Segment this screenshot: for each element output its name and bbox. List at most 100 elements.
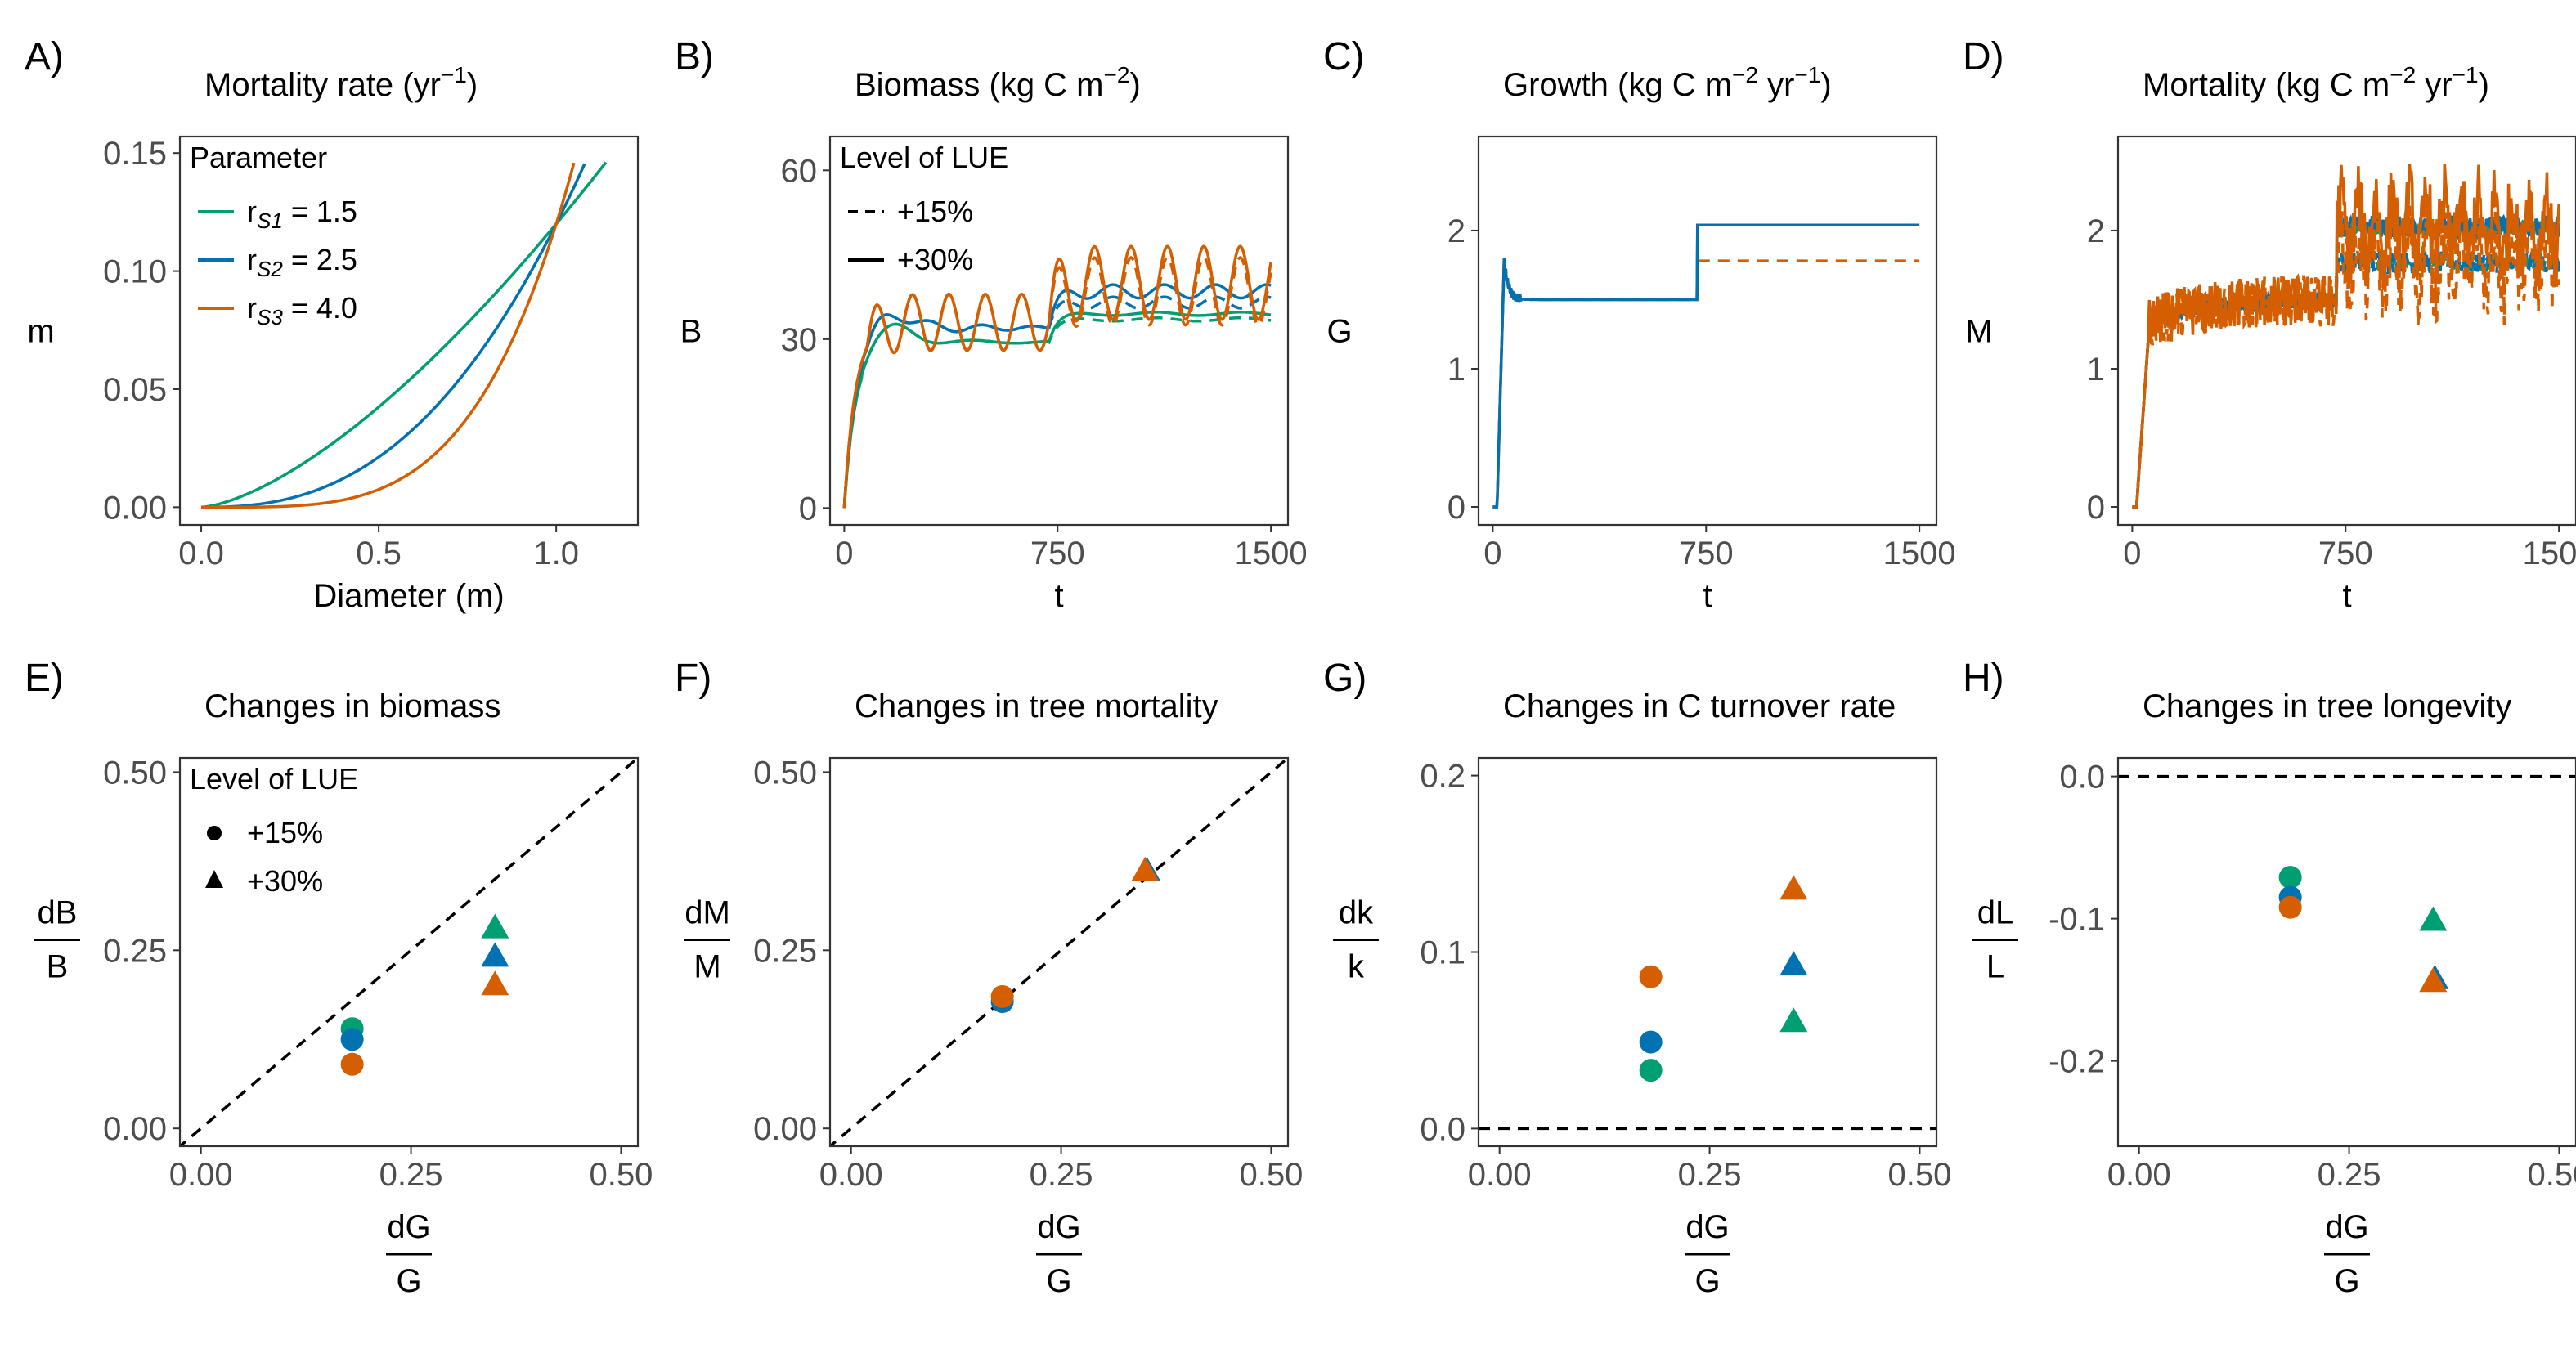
data-point-circle-0 xyxy=(1639,965,1663,988)
panel-title: Biomass (kg C m−2) xyxy=(855,62,1141,103)
panel-label: C) xyxy=(1323,35,1365,78)
y-tick-label: 0.50 xyxy=(103,755,167,791)
y-tick-label: 0.2 xyxy=(1420,759,1465,795)
y-axis-label-numerator: dk xyxy=(1339,895,1374,931)
x-tick-label: 0 xyxy=(835,536,853,571)
x-tick-label: 0.5 xyxy=(356,536,402,571)
panel-label: F) xyxy=(675,657,711,700)
x-tick-label: 0.00 xyxy=(819,1157,883,1193)
title-text: Mortality (kg C m xyxy=(2143,67,2390,103)
legend-title: Parameter xyxy=(190,141,327,174)
plot-frame xyxy=(178,135,640,527)
y-tick-label: 0.50 xyxy=(753,755,817,791)
reference-line-1to1 xyxy=(830,758,1288,1146)
y-axis-label-denominator: M xyxy=(693,949,720,985)
plot-area xyxy=(1492,223,1920,509)
x-tick-label: 0.50 xyxy=(590,1157,653,1193)
title-superscript: −1 xyxy=(1794,62,1820,87)
x-tick-label: 0.25 xyxy=(1678,1157,1742,1193)
y-axis-label-denominator: B xyxy=(47,949,69,985)
plot-area xyxy=(1479,875,1936,1131)
panel-label: G) xyxy=(1323,657,1367,700)
data-point-triangle-3 xyxy=(1131,856,1160,881)
y-tick-label: 0.10 xyxy=(103,254,167,290)
title-text: Changes in tree longevity xyxy=(2143,688,2511,724)
x-axis-label-numerator: dG xyxy=(2325,1209,2368,1245)
x-axis-label-denominator: G xyxy=(1694,1263,1720,1299)
panel-A: A) Mortality rate (yr−1) 0.0 0.5 1.0 0.00 0.05… xyxy=(25,35,640,614)
y-axis-label-numerator: dB xyxy=(38,895,78,931)
panel-G: G) Changes in C turnover rate 0.00 0.25 0.50… xyxy=(1323,657,1951,1299)
title-superscript: −1 xyxy=(2453,62,2479,87)
x-tick-label: 0.00 xyxy=(2107,1157,2171,1193)
panel-title: Mortality rate (yr−1) xyxy=(204,62,478,103)
title-text: Biomass (kg C m xyxy=(855,67,1104,103)
plot-area xyxy=(200,161,608,509)
panel-title: Changes in tree longevity xyxy=(2143,688,2511,724)
reference-line-1to1 xyxy=(180,758,638,1146)
data-point-circle-2 xyxy=(1639,1059,1663,1082)
y-tick-label: 60 xyxy=(781,153,818,189)
data-point-circle-0 xyxy=(2278,866,2302,890)
x-tick-label: 0.25 xyxy=(379,1157,443,1193)
title-text: Changes in C turnover rate xyxy=(1503,688,1896,724)
plot-area xyxy=(180,758,638,1146)
x-tick-label: 0.0 xyxy=(178,536,224,571)
x-tick-label: 0.50 xyxy=(1240,1157,1304,1193)
legend-text: = 4.0 xyxy=(283,291,357,325)
title-superscript: −1 xyxy=(441,62,467,87)
legend-entry: +30% xyxy=(247,864,323,898)
series-line-4 xyxy=(2132,202,2560,509)
x-tick-label: 750 xyxy=(2318,536,2373,571)
legend-text: r xyxy=(247,291,257,325)
plot-area xyxy=(2118,774,2576,993)
data-point-triangle-5 xyxy=(1779,1007,1808,1033)
data-point-circle-1 xyxy=(340,1028,364,1051)
x-axis-label: t xyxy=(1054,578,1063,614)
title-superscript: −2 xyxy=(1104,62,1130,87)
series-line-4 xyxy=(842,256,1272,509)
title-text: yr xyxy=(1758,67,1794,103)
y-tick-label: 0.00 xyxy=(103,490,167,526)
data-point-triangle-3 xyxy=(1779,875,1808,900)
y-axis-label-denominator: k xyxy=(1348,949,1365,985)
y-axis-label-numerator: dM xyxy=(684,895,730,931)
legend-subscript: S1 xyxy=(257,208,283,233)
y-axis-label-numerator: dL xyxy=(1977,895,2014,931)
panel-title: Changes in tree mortality xyxy=(855,688,1218,724)
y-axis-label: m xyxy=(27,314,54,350)
y-tick-label: 30 xyxy=(781,322,818,358)
x-axis-label: Diameter (m) xyxy=(313,578,504,614)
legend-title: Level of LUE xyxy=(190,762,358,796)
x-tick-label: 0.25 xyxy=(2318,1157,2381,1193)
x-tick-label: 0 xyxy=(1483,536,1501,571)
legend-key-triangle xyxy=(205,870,223,888)
series-line-5 xyxy=(842,244,1272,509)
panel-H: H) Changes in tree longevity 0.00 0.25 0.50 0… xyxy=(1963,657,2576,1299)
panel-label: H) xyxy=(1963,657,2004,700)
x-axis-label-denominator: G xyxy=(1046,1263,1071,1299)
y-tick-label: 0.25 xyxy=(103,933,167,969)
y-tick-label: -0.1 xyxy=(2049,902,2105,938)
plot-frame xyxy=(2116,135,2576,527)
plot-frame xyxy=(1477,756,1938,1148)
data-point-triangle-3 xyxy=(481,913,509,939)
y-tick-label: 2 xyxy=(1447,213,1465,249)
x-tick-label: 0.50 xyxy=(2528,1157,2576,1193)
y-tick-label: 0 xyxy=(1447,490,1465,526)
x-axis-label: t xyxy=(2342,578,2351,614)
series-line-0 xyxy=(1492,258,1920,509)
legend-entry: +15% xyxy=(247,816,323,849)
plot-frame xyxy=(2116,756,2576,1148)
panel-F: F) Changes in tree mortality 0.00 0.25 0.50 0… xyxy=(675,657,1304,1299)
data-point-circle-2 xyxy=(340,1052,364,1076)
panel-title: Changes in biomass xyxy=(204,688,500,724)
panel-title: Mortality (kg C m−2 yr−1) xyxy=(2143,62,2489,103)
series-line-2 xyxy=(2132,247,2560,509)
legend-key-circle xyxy=(207,826,222,840)
x-tick-label: 750 xyxy=(1679,536,1734,571)
series-line-2 xyxy=(842,295,1272,509)
x-axis-label: t xyxy=(1703,578,1712,614)
legend-entry: rS3 = 4.0 xyxy=(247,291,357,329)
